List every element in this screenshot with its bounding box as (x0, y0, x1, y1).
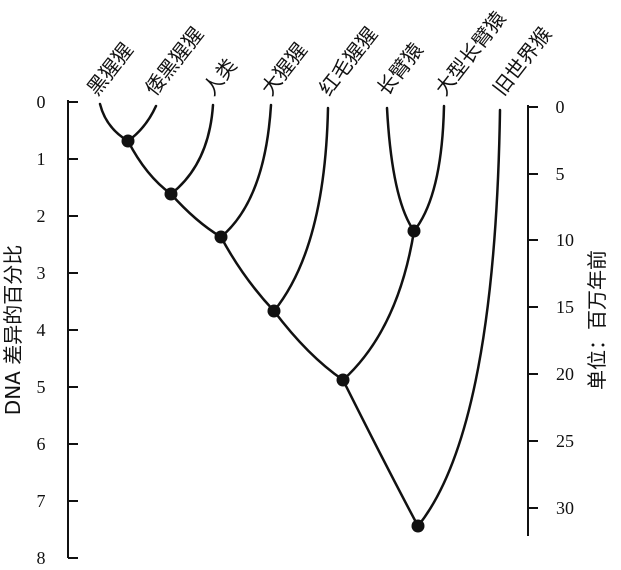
left-tick-label: 0 (37, 92, 46, 112)
species-label-orangutan: 红毛猩猩 (314, 22, 382, 100)
left-tick-label: 3 (37, 263, 46, 283)
divergence-node (164, 187, 178, 201)
species-label-gorilla: 大猩猩 (256, 38, 312, 100)
right-tick-label: 10 (556, 230, 574, 250)
divergence-node (407, 224, 421, 238)
left-axis-title: DNA 差异的百分比 (1, 245, 25, 415)
divergence-node (411, 519, 425, 533)
right-tick-label: 0 (556, 97, 565, 117)
left-tick-label: 5 (37, 377, 46, 397)
left-axis: 0 1 2 3 4 5 6 7 8 DNA 差异的百分比 (1, 92, 78, 568)
branch-lesser-apes (341, 229, 416, 382)
branch-african-apes (219, 235, 276, 313)
species-label-chimp: 黑猩猩 (82, 38, 138, 100)
branch-chimp-human (169, 192, 223, 239)
branch-apes (341, 378, 420, 528)
left-tick-label: 2 (37, 206, 46, 226)
right-axis-title: 单位：百万年前 (585, 250, 609, 390)
right-tick-label: 5 (556, 164, 565, 184)
branch-human (169, 103, 215, 196)
left-tick-label: 1 (37, 149, 46, 169)
branch-bonobo (126, 104, 158, 143)
divergence-node (267, 304, 281, 318)
right-tick-label: 15 (556, 297, 574, 317)
species-labels: 黑猩猩 倭黑猩猩 人类 大猩猩 红毛猩猩 长臂猿 大型长臂猿 旧世界猴 (82, 7, 556, 101)
right-tick-label: 20 (556, 364, 574, 384)
species-label-gibbon: 长臂猿 (372, 38, 428, 100)
right-axis: 0 5 10 15 20 25 30 单位：百万年前 (527, 97, 609, 536)
branch-great-apes (272, 309, 345, 382)
divergence-node (121, 134, 135, 148)
left-tick-label: 6 (37, 434, 46, 454)
right-tick-label: 30 (556, 498, 574, 518)
divergence-node (336, 373, 350, 387)
left-tick-label: 8 (37, 548, 46, 568)
species-label-bonobo: 倭黑猩猩 (140, 22, 208, 100)
left-tick-label: 4 (37, 320, 46, 340)
left-tick-label: 7 (37, 491, 46, 511)
divergence-nodes (121, 134, 425, 533)
branch-orangutan (272, 106, 330, 313)
right-tick-label: 25 (556, 431, 574, 451)
species-label-human: 人类 (198, 54, 242, 100)
tree-branches (98, 102, 502, 528)
branch-chimp-bonobo (126, 139, 173, 196)
branch-gibbon (385, 106, 416, 233)
branch-gorilla (219, 103, 273, 239)
branch-siamang (412, 104, 446, 233)
branch-old-world-monkey (416, 108, 502, 528)
branch-chimp (98, 102, 130, 143)
divergence-node (214, 230, 228, 244)
